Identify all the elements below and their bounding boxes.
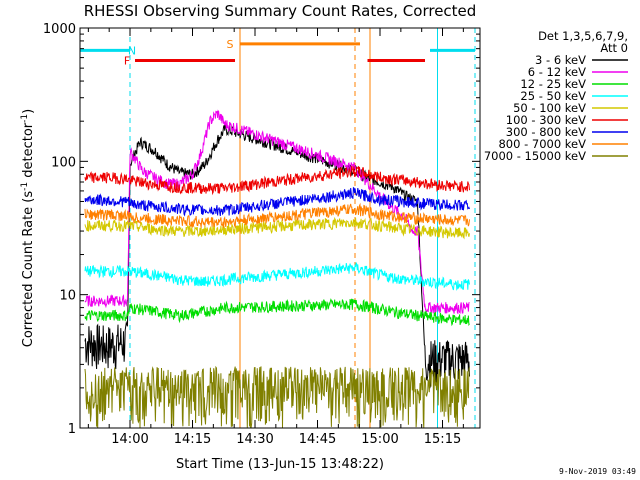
x-tick-label-2: 14:30 — [236, 432, 273, 447]
flag-label-S: S — [227, 38, 234, 51]
x-tick-label-4: 15:00 — [361, 432, 398, 447]
y-tick-label-2: 100 — [51, 155, 76, 170]
y-axis-label: Corrected Count Rate (s-1 detector-1) — [20, 109, 36, 347]
flag-label-F: F — [124, 55, 130, 68]
series-line-2-0 — [84, 298, 470, 327]
x-tick-label-5: 15:15 — [424, 432, 461, 447]
legend-label-3: 25 - 50 keV — [520, 89, 586, 103]
series-line-0-0 — [84, 123, 470, 389]
legend-label-7: 800 - 7000 keV — [498, 137, 586, 151]
chart-title: RHESSI Observing Summary Count Rates, Co… — [84, 2, 477, 20]
legend-header-1: Det 1,3,5,6,7,9, — [538, 29, 628, 43]
series-line-7-0 — [84, 202, 470, 229]
plot-area: NF S — [79, 28, 476, 430]
legend-label-1: 6 - 12 keV — [528, 65, 586, 79]
legend-label-4: 50 - 100 keV — [513, 101, 586, 115]
timestamp: 9-Nov-2019 03:49 — [559, 467, 636, 476]
series-line-4-0 — [84, 216, 470, 240]
plot-frame — [79, 27, 481, 429]
series-line-5-0 — [84, 165, 470, 196]
legend-label-2: 12 - 25 keV — [520, 77, 586, 91]
x-axis-label: Start Time (13-Jun-15 13:48:22) — [176, 457, 384, 472]
y-axis: 1 10 100 1000 — [43, 22, 480, 437]
x-tick-label-1: 14:15 — [174, 432, 211, 447]
y-tick-label-0: 1 — [68, 422, 76, 437]
series-line-6-0 — [84, 186, 470, 217]
legend-label-8: 7000 - 15000 keV — [484, 149, 586, 163]
series-line-3-0 — [84, 262, 470, 291]
flag-label-N: N — [128, 44, 136, 57]
legend-label-5: 100 - 300 keV — [506, 113, 586, 127]
legend-label-6: 300 - 800 keV — [506, 125, 586, 139]
y-tick-label-1: 10 — [59, 289, 76, 304]
y-tick-label-3: 1000 — [43, 22, 76, 37]
x-tick-label-3: 14:45 — [299, 432, 336, 447]
legend-header-2: Att 0 — [600, 41, 628, 55]
legend-label-0: 3 - 6 keV — [535, 53, 586, 67]
x-axis: 14:00 14:15 14:30 14:45 15:00 15:15 — [87, 28, 464, 447]
series-line-8-0 — [84, 365, 470, 430]
x-tick-label-0: 14:00 — [111, 432, 148, 447]
